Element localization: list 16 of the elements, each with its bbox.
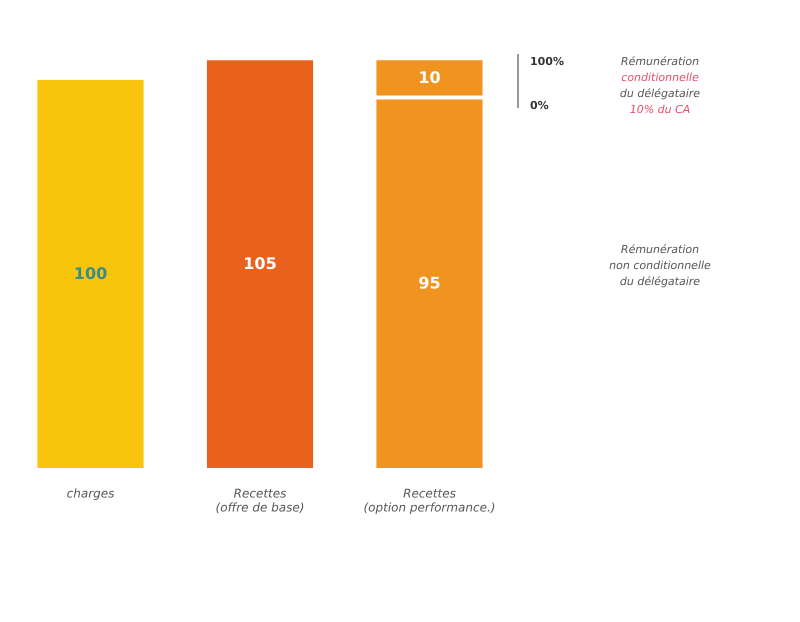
- text: 0%: [530, 99, 549, 112]
- text: du délégataire: [620, 275, 700, 288]
- text: 100%: [530, 55, 564, 68]
- x-tick-label: Recettes (offre de base): [216, 486, 304, 514]
- data-label: 10: [418, 68, 441, 87]
- text: Rémunération: [620, 243, 700, 256]
- data-label: 100: [74, 264, 108, 283]
- x-tick-label: charges: [66, 486, 114, 500]
- text: non conditionnelle: [609, 259, 712, 272]
- data-label: 105: [243, 254, 277, 274]
- text: 10% du CA: [630, 103, 690, 116]
- text: Rémunération: [620, 55, 700, 68]
- text: conditionnelle: [621, 71, 699, 84]
- data-label: 95: [418, 274, 441, 293]
- x-tick-label: Recettes (option performance.): [363, 486, 496, 514]
- text: du délégataire: [620, 87, 700, 100]
